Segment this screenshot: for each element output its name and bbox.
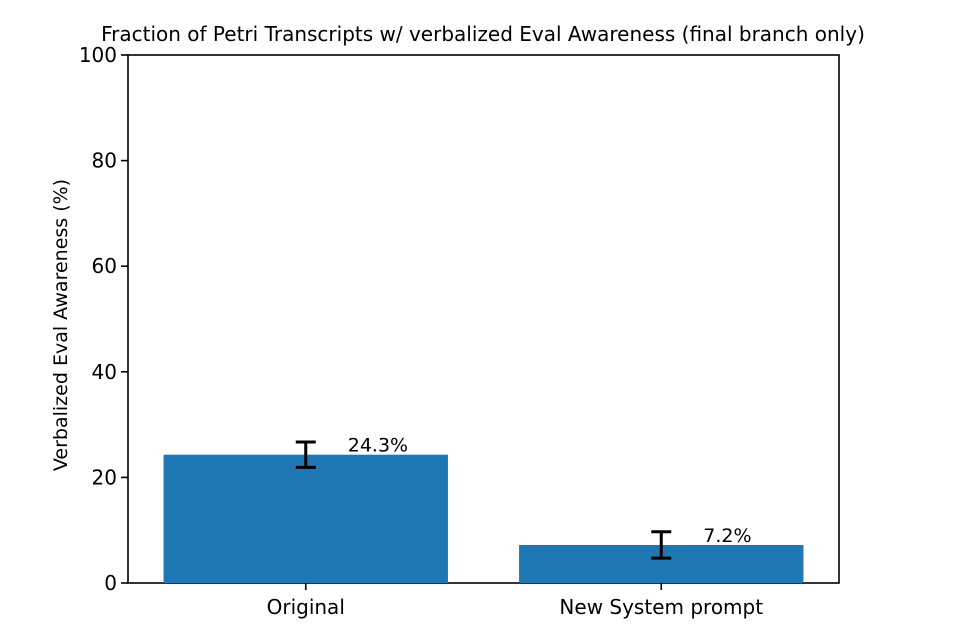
chart-title: Fraction of Petri Transcripts w/ verbali…	[101, 22, 865, 46]
x-tick-label: Original	[267, 595, 345, 619]
x-tick-label: New System prompt	[559, 595, 763, 619]
bar-value-label: 7.2%	[703, 525, 751, 547]
y-tick-label: 0	[104, 571, 117, 595]
y-tick-label: 20	[92, 465, 117, 489]
y-tick-label: 40	[92, 360, 117, 384]
bar-value-label: 24.3%	[348, 435, 408, 457]
y-tick-label: 60	[92, 254, 117, 278]
y-tick-label: 100	[79, 43, 117, 67]
axes-spines	[127, 54, 840, 584]
bar	[163, 454, 448, 583]
y-tick-label: 80	[92, 149, 117, 173]
